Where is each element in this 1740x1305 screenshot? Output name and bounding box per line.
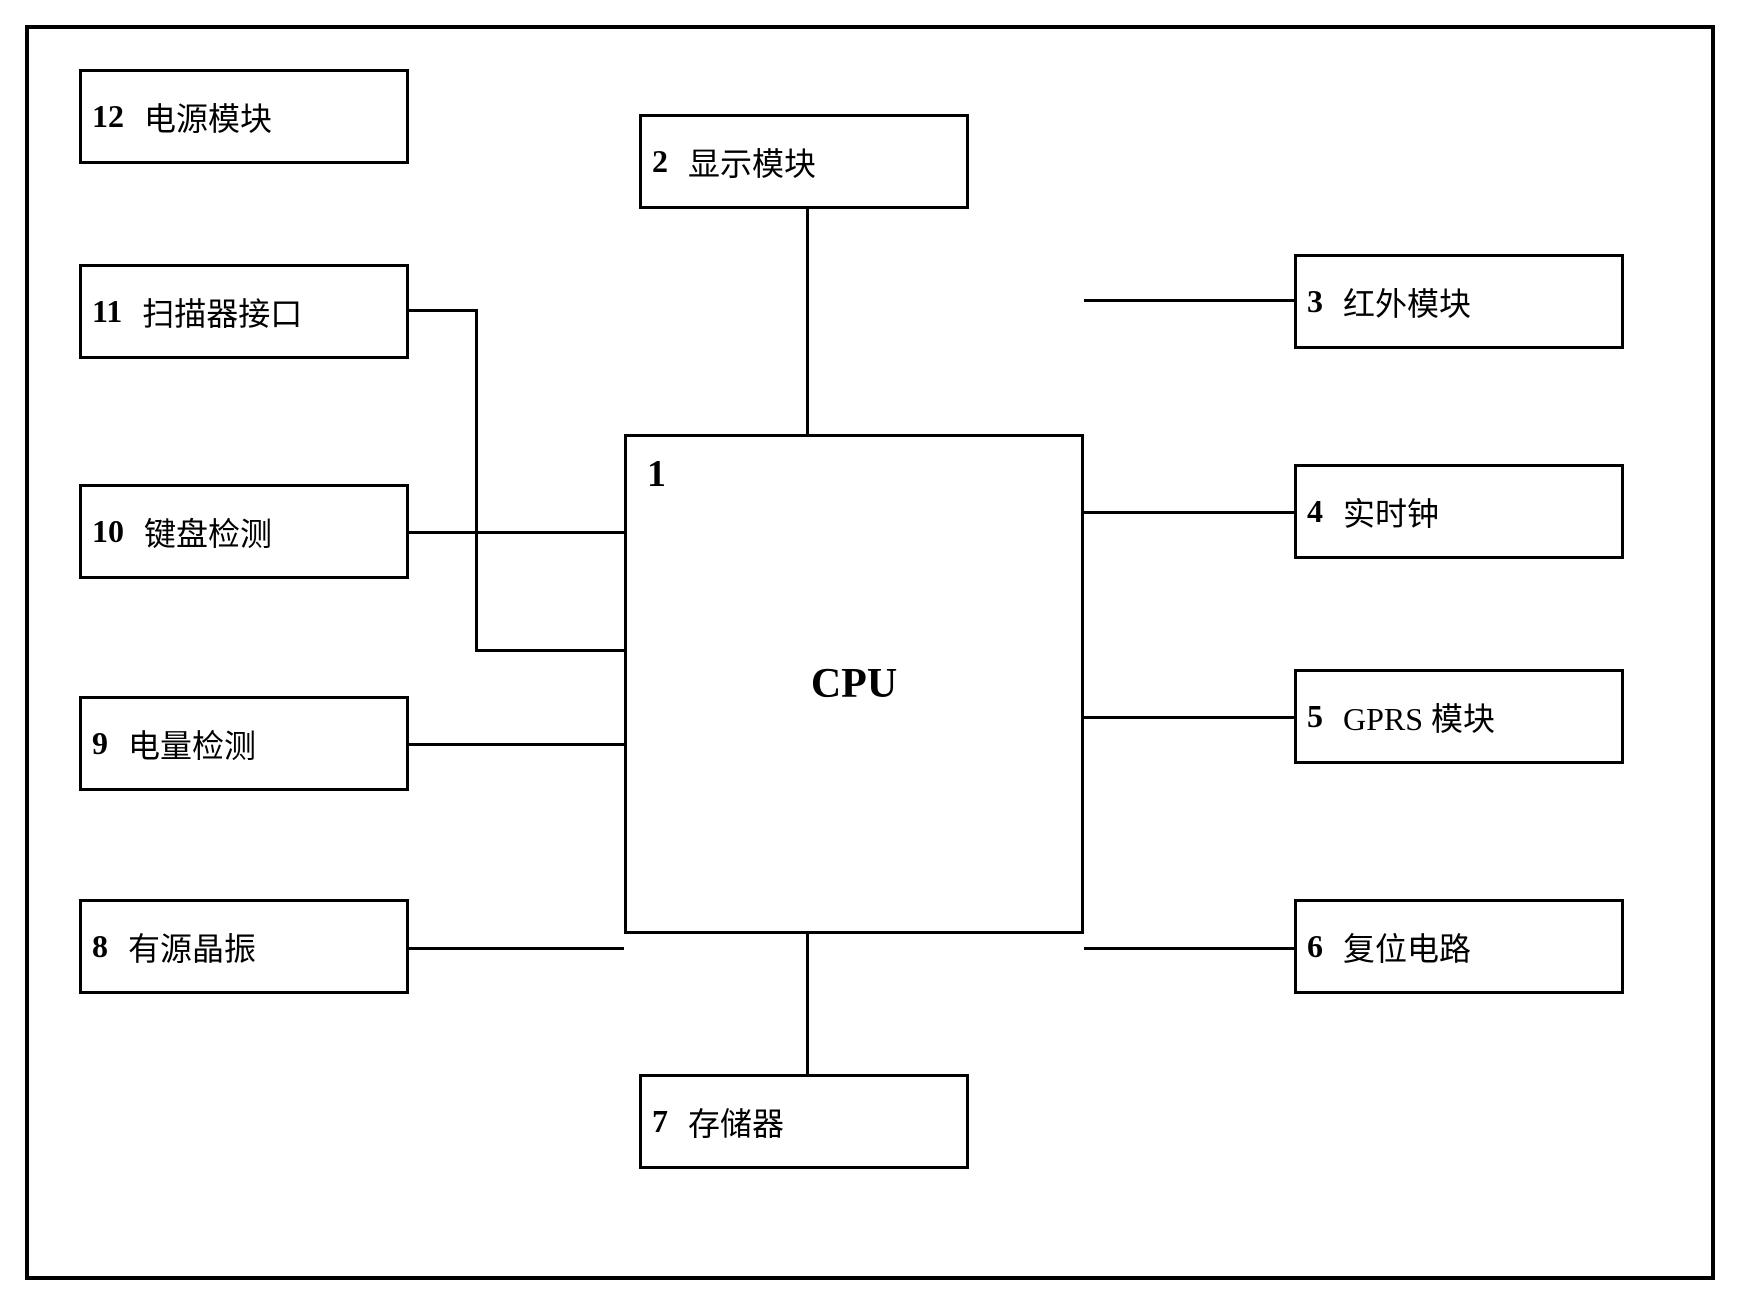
module-number: 12 xyxy=(92,98,124,135)
module-number: 7 xyxy=(652,1103,668,1140)
connector-line xyxy=(409,531,624,534)
module-number: 3 xyxy=(1307,283,1323,320)
module-scanner-interface: 11 扫描器接口 xyxy=(79,264,409,359)
connector-line xyxy=(806,934,809,1074)
module-power: 12 电源模块 xyxy=(79,69,409,164)
module-keyboard-detect: 10 键盘检测 xyxy=(79,484,409,579)
module-number: 9 xyxy=(92,725,108,762)
module-display: 2 显示模块 xyxy=(639,114,969,209)
module-label: 扫描器接口 xyxy=(142,289,302,335)
module-oscillator: 8 有源晶振 xyxy=(79,899,409,994)
module-memory: 7 存储器 xyxy=(639,1074,969,1169)
module-label: 电源模块 xyxy=(144,94,272,140)
module-label: 红外模块 xyxy=(1343,279,1471,325)
module-label: 存储器 xyxy=(688,1099,784,1145)
connector-line xyxy=(475,649,624,652)
module-gprs: 5 GPRS 模块 xyxy=(1294,669,1624,764)
connector-line xyxy=(1084,511,1294,514)
cpu-label: CPU xyxy=(811,660,897,708)
module-rtc: 4 实时钟 xyxy=(1294,464,1624,559)
module-infrared: 3 红外模块 xyxy=(1294,254,1624,349)
cpu-block: 1 CPU xyxy=(624,434,1084,934)
module-label: 实时钟 xyxy=(1343,489,1439,535)
module-battery-detect: 9 电量检测 xyxy=(79,696,409,791)
diagram-frame: 1 CPU 2 显示模块 3 红外模块 4 实时钟 5 GPRS 模块 6 复位… xyxy=(25,25,1715,1280)
cpu-number: 1 xyxy=(647,452,666,496)
module-reset: 6 复位电路 xyxy=(1294,899,1624,994)
module-number: 2 xyxy=(652,143,668,180)
module-number: 11 xyxy=(92,293,122,330)
module-label: 键盘检测 xyxy=(144,509,272,555)
module-number: 4 xyxy=(1307,493,1323,530)
connector-line xyxy=(1084,716,1294,719)
connector-line xyxy=(409,947,624,950)
connector-line xyxy=(1084,947,1294,950)
module-number: 5 xyxy=(1307,698,1323,735)
connector-line xyxy=(475,309,478,651)
connector-line xyxy=(806,209,809,434)
connector-line xyxy=(1084,299,1294,302)
module-number: 8 xyxy=(92,928,108,965)
connector-line xyxy=(409,309,475,312)
module-label: 电量检测 xyxy=(128,721,256,767)
module-number: 10 xyxy=(92,513,124,550)
module-label: GPRS 模块 xyxy=(1343,694,1495,740)
module-label: 有源晶振 xyxy=(128,924,256,970)
module-label: 显示模块 xyxy=(688,139,816,185)
connector-line xyxy=(409,743,624,746)
module-label: 复位电路 xyxy=(1343,924,1471,970)
module-number: 6 xyxy=(1307,928,1323,965)
